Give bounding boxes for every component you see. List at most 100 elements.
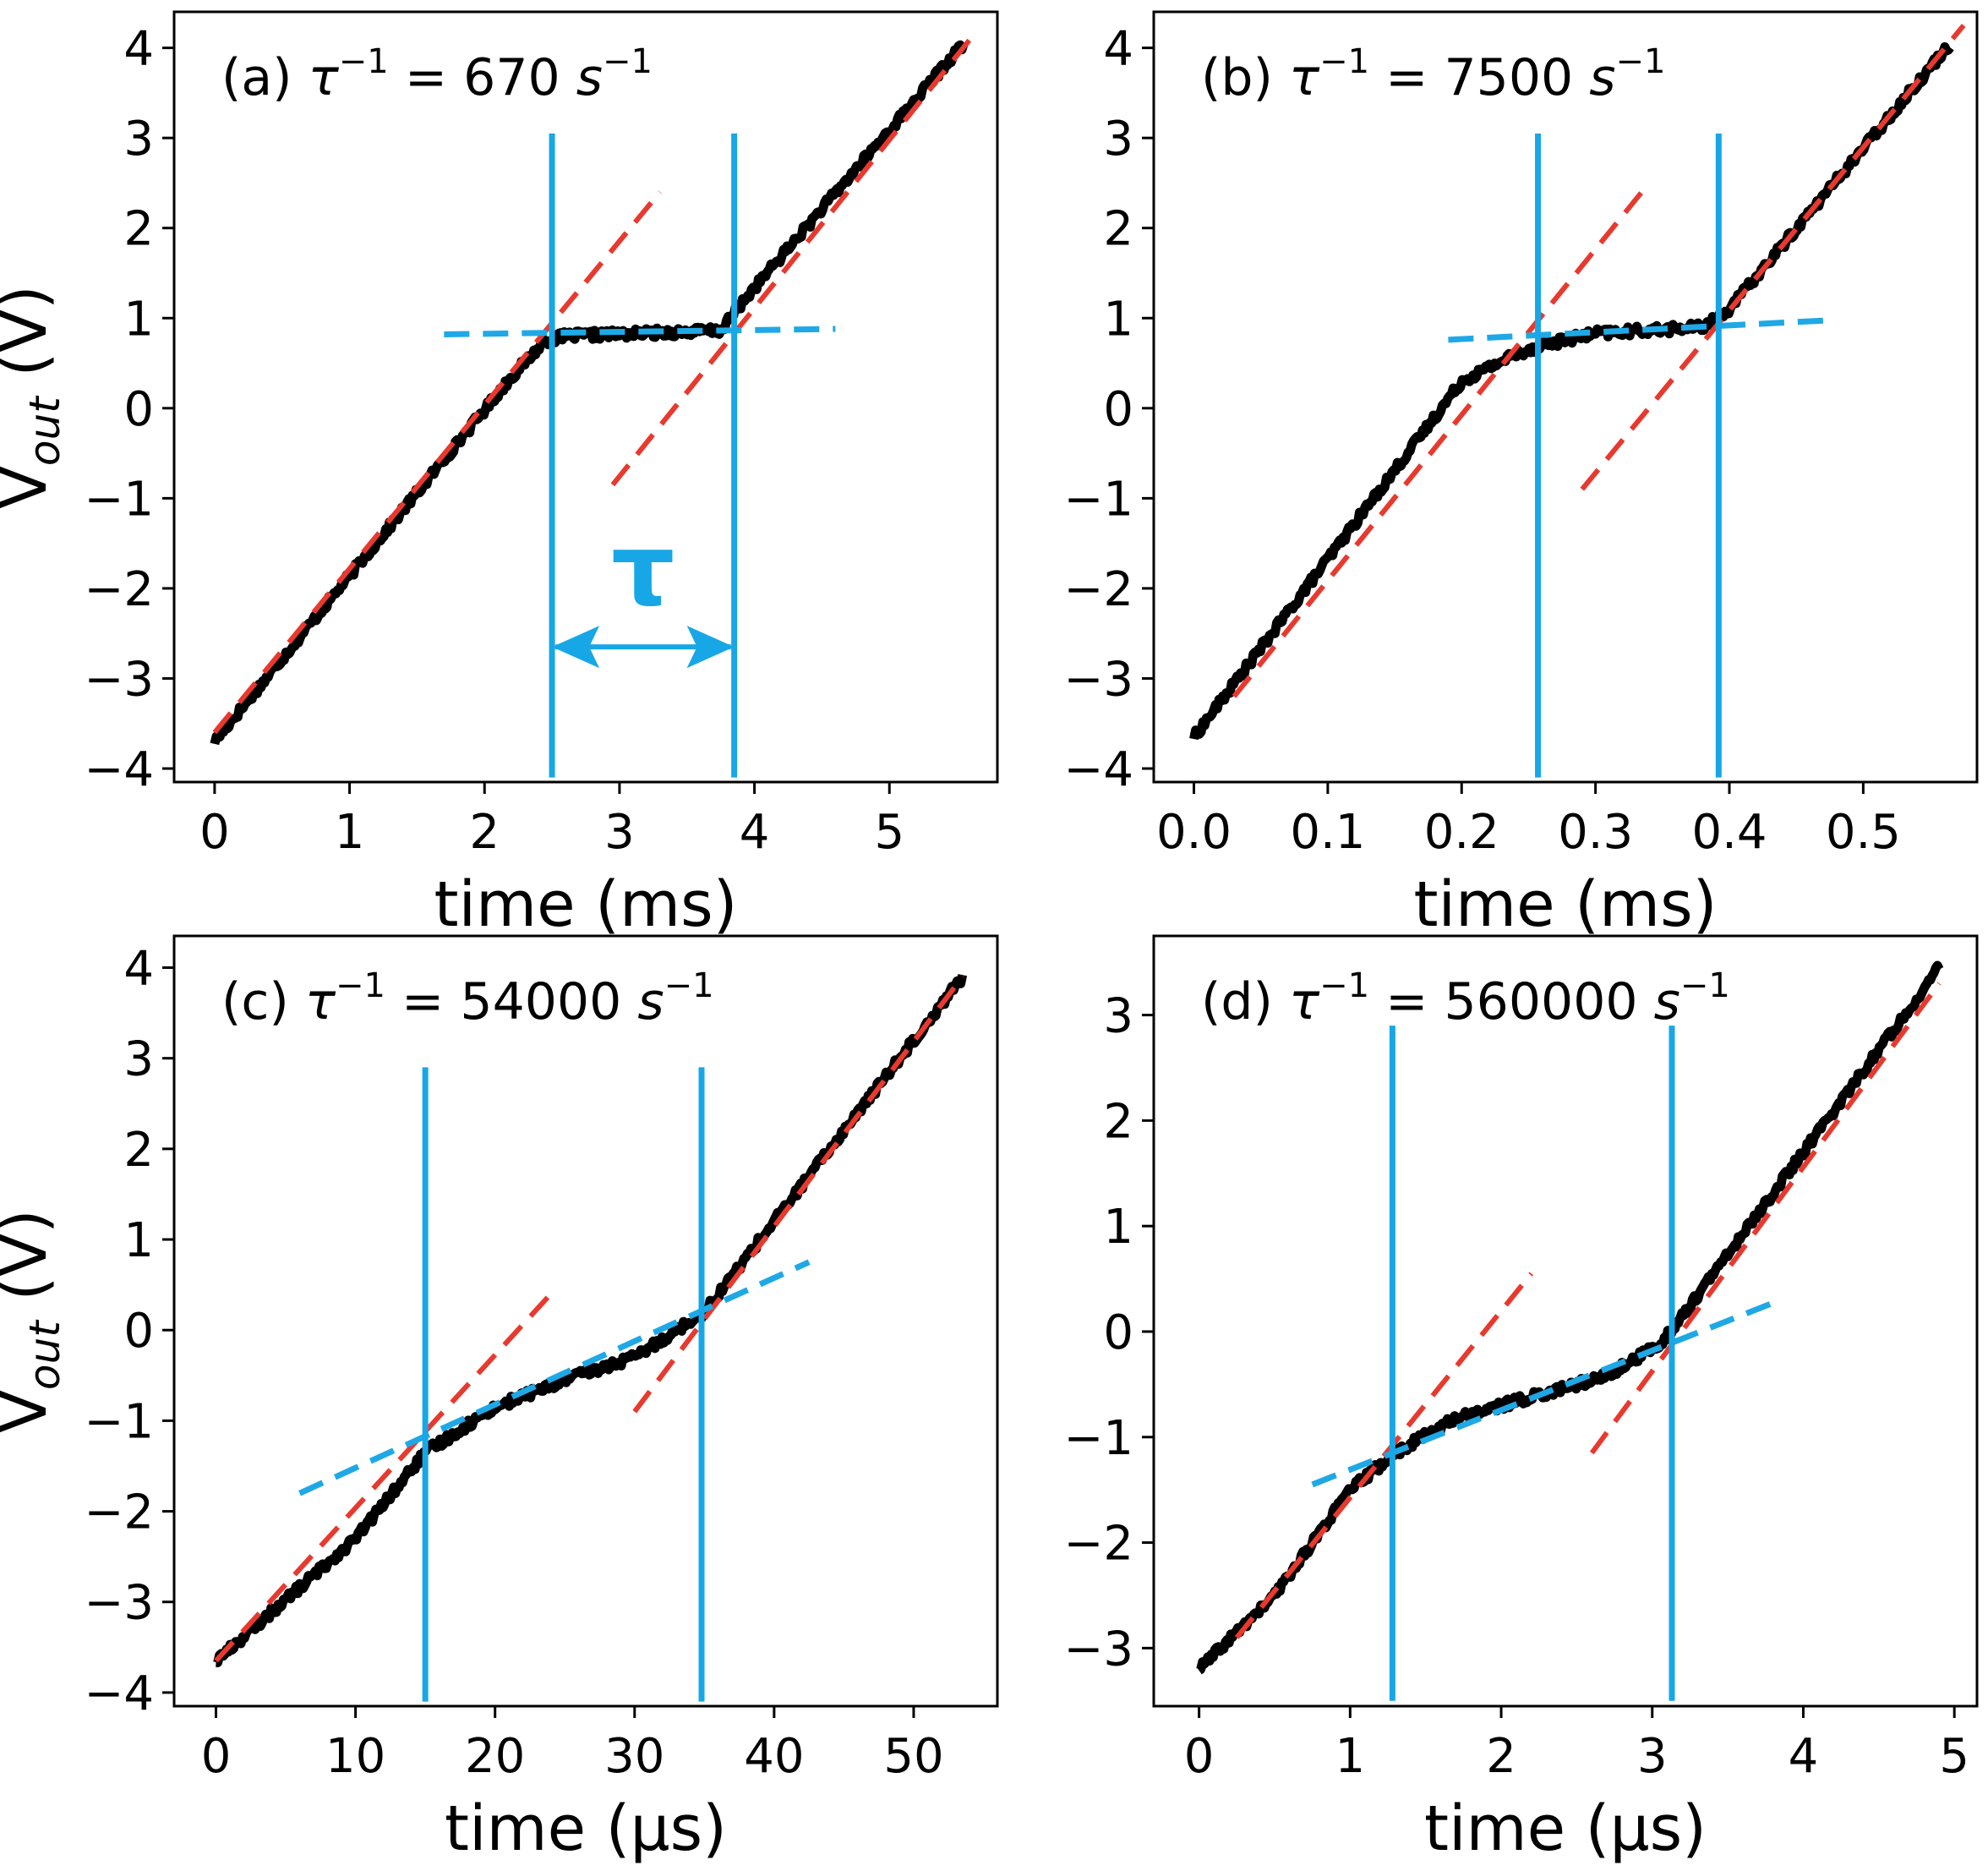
y-tick-label-a: −1 <box>84 472 154 527</box>
x-tick-label-a: 2 <box>469 805 500 860</box>
y-tick-label-c: 4 <box>123 942 154 997</box>
x-tick-label-b: 0.5 <box>1826 805 1901 860</box>
y-tick-label-c: 0 <box>123 1304 154 1359</box>
y-label-sub: out <box>20 1319 69 1390</box>
x-tick-label-b: 0.2 <box>1424 805 1499 860</box>
y-tick-label-c: −1 <box>84 1394 154 1449</box>
fit-after-a <box>610 37 973 487</box>
y-tick-label-c: −2 <box>84 1485 154 1540</box>
x-tick-label-c: 40 <box>744 1729 804 1784</box>
y-tick-label-b: −4 <box>1063 742 1133 797</box>
data-trace-b <box>1189 42 1954 741</box>
y-tick-label-b: −1 <box>1063 472 1133 527</box>
annotation-a: (a) τ−1 = 670 s−1 <box>221 42 653 107</box>
x-tick-label-b: 0.3 <box>1558 805 1633 860</box>
fit-plateau-d <box>1311 1297 1782 1488</box>
x-axis-label-c: time (μs) <box>445 1792 727 1865</box>
x-tick-label-d: 2 <box>1486 1729 1516 1784</box>
y-tick-label-c: 3 <box>123 1032 154 1087</box>
x-tick-label-d: 5 <box>1939 1729 1969 1784</box>
y-tick-label-a: 3 <box>123 112 154 167</box>
y-tick-label-b: 1 <box>1103 292 1133 347</box>
y-tick-label-a: 4 <box>123 22 154 77</box>
plot-area-b <box>1189 24 1966 778</box>
y-label-main: V <box>0 466 61 509</box>
fit-after-c <box>632 975 965 1414</box>
x-tick-label-c: 0 <box>201 1729 232 1784</box>
panel-c: 0 10 20 30 40 50 −4 −3 −2 −1 0 1 2 3 4 time (μs) Vout (V… <box>0 934 999 1865</box>
y-label-sub: out <box>20 395 69 466</box>
axes-frame-a <box>172 10 999 784</box>
x-tick-label-a: 3 <box>604 805 635 860</box>
annotation-c: (c) τ−1 = 54000 s−1 <box>221 966 714 1031</box>
fit-plateau-b <box>1448 316 1837 343</box>
x-tick-label-a: 0 <box>199 805 230 860</box>
data-trace-c <box>213 974 968 1667</box>
y-tick-label-a: 2 <box>123 202 154 257</box>
x-tick-label-a: 5 <box>874 805 904 860</box>
y-tick-label-d: 3 <box>1103 989 1133 1044</box>
y-tick-label-a: −4 <box>84 742 154 797</box>
x-tick-label-c: 50 <box>883 1729 943 1784</box>
fit-plateau-c <box>298 1259 811 1496</box>
y-tick-label-d: −3 <box>1063 1622 1133 1677</box>
x-tick-label-d: 0 <box>1184 1729 1215 1784</box>
panel-d: 0 1 2 3 4 5 −3 −2 −1 0 1 2 3 time (μs) (d) τ−1 = 56000… <box>1063 934 1979 1865</box>
y-label-unit: (V) <box>0 285 61 397</box>
x-tick-label-c: 30 <box>604 1729 664 1784</box>
y-tick-label-d: −2 <box>1063 1517 1133 1572</box>
y-tick-label-b: 3 <box>1103 112 1133 167</box>
data-trace-a <box>210 40 969 746</box>
y-tick-label-d: −1 <box>1063 1411 1133 1466</box>
x-tick-label-b: 0.4 <box>1691 805 1767 860</box>
annotation-d: (d) τ−1 = 560000 s−1 <box>1201 966 1730 1031</box>
x-tick-label-a: 1 <box>335 805 365 860</box>
x-tick-label-c: 20 <box>465 1729 525 1784</box>
y-tick-label-d: 1 <box>1103 1200 1133 1255</box>
fit-before-d <box>1234 1272 1534 1639</box>
y-label-main: V <box>0 1390 61 1433</box>
y-tick-label-a: 0 <box>123 382 154 437</box>
x-tick-label-a: 4 <box>740 805 770 860</box>
y-tick-label-a: −3 <box>84 652 154 707</box>
plot-area-a <box>210 37 973 778</box>
y-axis-label-a: Vout (V) <box>0 285 69 508</box>
fit-before-a <box>212 190 663 735</box>
plot-area-d <box>1196 960 1944 1701</box>
axes-frame-b <box>1152 10 1979 784</box>
fit-before-b <box>1232 181 1652 698</box>
x-tick-label-d: 1 <box>1335 1729 1366 1784</box>
y-tick-label-d: 0 <box>1103 1305 1133 1360</box>
y-tick-label-b: 0 <box>1103 382 1133 437</box>
data-trace-d <box>1196 960 1944 1675</box>
fit-after-d <box>1589 982 1942 1455</box>
fit-plateau-a <box>444 326 836 337</box>
y-tick-label-b: −2 <box>1063 562 1133 617</box>
y-tick-label-d: 2 <box>1103 1094 1133 1149</box>
tau-label: τ <box>611 512 674 628</box>
x-tick-label-d: 4 <box>1789 1729 1819 1784</box>
x-axis-label-a: time (ms) <box>434 868 737 941</box>
y-tick-label-a: 1 <box>123 292 154 347</box>
annotation-b: (b) τ−1 = 7500 s−1 <box>1201 42 1666 107</box>
y-tick-label-c: −3 <box>84 1576 154 1631</box>
fit-before-c <box>214 1292 553 1663</box>
plot-area-c <box>213 974 968 1702</box>
x-axis-label-d: time (μs) <box>1424 1792 1707 1865</box>
y-tick-label-c: 1 <box>123 1213 154 1268</box>
x-axis-label-b: time (ms) <box>1413 868 1717 941</box>
x-tick-label-c: 10 <box>325 1729 385 1784</box>
y-tick-label-b: 4 <box>1103 22 1133 77</box>
x-tick-label-b: 0.0 <box>1156 805 1232 860</box>
fit-after-b <box>1580 24 1966 491</box>
y-tick-label-c: 2 <box>123 1123 154 1178</box>
x-tick-label-d: 3 <box>1637 1729 1668 1784</box>
y-axis-label-c: Vout (V) <box>0 1209 69 1432</box>
y-tick-label-a: −2 <box>84 562 154 617</box>
y-label-unit: (V) <box>0 1209 61 1321</box>
axes-frame-d <box>1152 934 1979 1708</box>
y-tick-label-c: −4 <box>84 1666 154 1721</box>
y-tick-label-b: −3 <box>1063 652 1133 707</box>
